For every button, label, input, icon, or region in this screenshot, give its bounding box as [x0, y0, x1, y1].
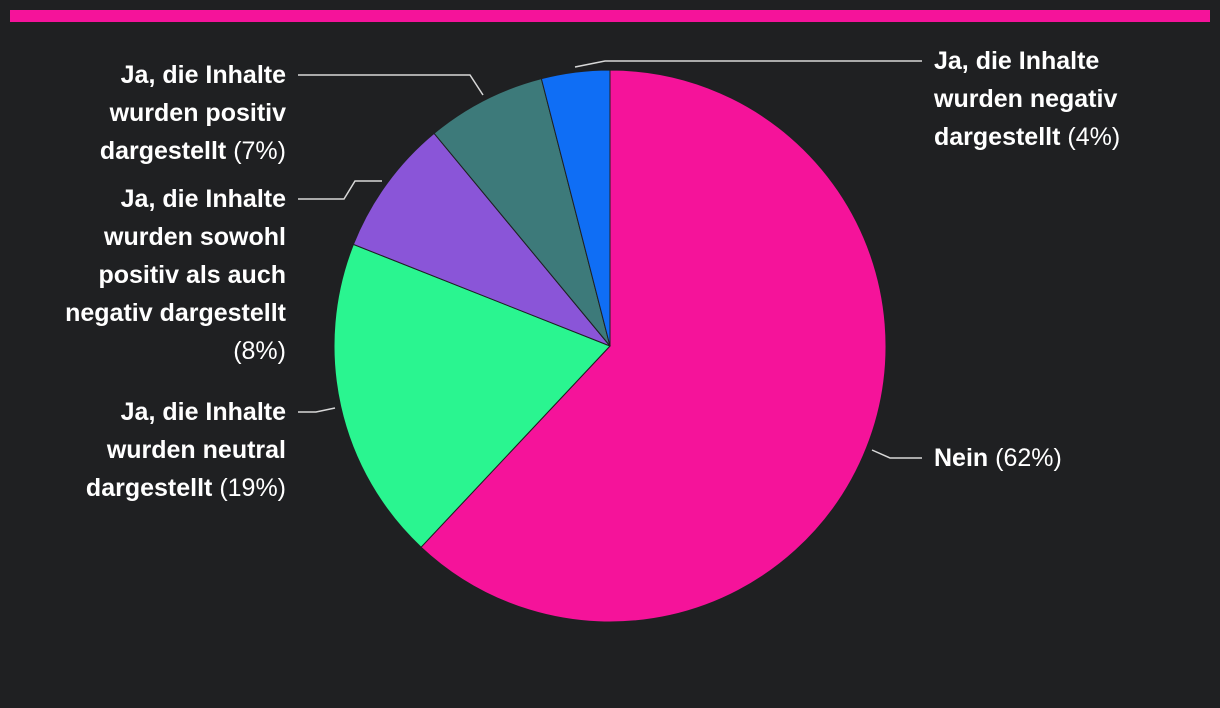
pie-slice [433, 78, 611, 347]
leader-line [298, 407, 336, 413]
pie-slice [333, 243, 611, 548]
pie [333, 69, 887, 623]
label-name: Nein [934, 444, 989, 472]
label-name: Ja, die Inhalte wurden sowohl positiv al… [65, 185, 286, 327]
slice-label: Nein (62%) [934, 439, 1159, 477]
pie-slice [540, 69, 611, 347]
label-name: Ja, die Inhalte wurden neutral dargestel… [85, 398, 286, 502]
label-value: (62%) [995, 444, 1062, 472]
label-value: (19%) [219, 474, 286, 502]
label-name: Ja, die Inhalte wurden negativ dargestel… [934, 47, 1118, 151]
label-name: Ja, die Inhalte wurden positiv dargestel… [99, 61, 286, 165]
slice-label: Ja, die Inhalte wurden positiv dargestel… [61, 56, 286, 170]
slice-label: Ja, die Inhalte wurden sowohl positiv al… [61, 180, 286, 370]
label-value: (7%) [233, 137, 286, 165]
top-bar [10, 10, 1210, 22]
label-value: (8%) [233, 337, 286, 365]
leader-line [871, 449, 922, 459]
leader-line [574, 60, 922, 68]
slice-label: Ja, die Inhalte wurden negativ dargestel… [934, 42, 1159, 156]
pie-slice [420, 69, 887, 623]
leader-line [298, 180, 382, 200]
leader-line [298, 74, 484, 96]
slice-label: Ja, die Inhalte wurden neutral dargestel… [61, 393, 286, 507]
pie-slice [352, 132, 611, 347]
label-value: (4%) [1067, 123, 1121, 151]
